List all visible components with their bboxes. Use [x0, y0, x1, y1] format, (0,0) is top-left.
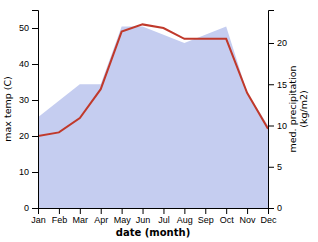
- tick-mark: [80, 208, 81, 214]
- x-axis-title: date (month): [116, 227, 190, 238]
- tick-label: Feb: [52, 215, 68, 225]
- tick-label: Aug: [177, 215, 193, 225]
- tick-mark: [163, 208, 164, 214]
- line: [38, 24, 268, 136]
- tick: 10: [19, 167, 38, 177]
- axis-line: [39, 209, 269, 215]
- y-axis-title: max temp (C): [2, 76, 13, 142]
- y2-axis: 0 5 10 15 20: [268, 11, 287, 214]
- tick-mark: [32, 208, 38, 209]
- tick-label: Dec: [260, 215, 277, 225]
- tick-label: Mar: [73, 215, 89, 225]
- tick-label: 20: [19, 131, 29, 141]
- tick: Dec: [260, 208, 277, 225]
- tick-label: 50: [19, 23, 29, 33]
- tick-label: 10: [277, 121, 287, 131]
- tick-label: 40: [19, 59, 29, 69]
- tick: 50: [19, 23, 38, 33]
- tick-mark: [247, 208, 248, 214]
- tick: 20: [19, 131, 38, 141]
- tick-mark: [122, 208, 123, 214]
- tick: Jul: [158, 208, 170, 225]
- axis-line: [269, 11, 275, 209]
- tick: Feb: [52, 208, 68, 225]
- y2-axis-title-line: (kg/m2): [298, 90, 309, 127]
- tick: 10: [268, 121, 287, 131]
- y2-axis-title-line: med. precipitation: [287, 65, 298, 152]
- tick-mark: [184, 208, 185, 214]
- tick: 0: [24, 203, 38, 213]
- tick: Sep: [198, 208, 214, 225]
- tick-label: 0: [24, 203, 29, 213]
- tick: Jun: [136, 208, 151, 225]
- tick-mark: [268, 43, 274, 44]
- tick-label: Jun: [136, 215, 151, 225]
- tick-label: 20: [277, 38, 287, 48]
- area: [38, 27, 268, 209]
- tick-mark: [32, 28, 38, 29]
- tick-label: Sep: [198, 215, 214, 225]
- tick-mark: [268, 167, 274, 168]
- tick: 20: [268, 38, 287, 48]
- tick-label: 10: [19, 167, 29, 177]
- tick: Jan: [31, 208, 46, 225]
- tick-mark: [268, 84, 274, 85]
- tick-label: May: [114, 215, 132, 225]
- y2-axis-title: med. precipitation(kg/m2): [287, 65, 309, 152]
- tick-label: 5: [277, 162, 282, 172]
- tick: Oct: [220, 208, 235, 225]
- tick-label: Jul: [158, 215, 170, 225]
- tick-mark: [268, 126, 274, 127]
- axis-line: [32, 11, 39, 209]
- tick-mark: [32, 64, 38, 65]
- tick: 30: [19, 95, 38, 105]
- tick: 40: [19, 59, 38, 69]
- tick: Aug: [177, 208, 193, 225]
- tick-mark: [32, 136, 38, 137]
- tick-mark: [32, 100, 38, 101]
- tick-label: Apr: [94, 215, 108, 225]
- tick-mark: [268, 208, 274, 209]
- tick-label: 30: [19, 95, 29, 105]
- chart: JanFebMarAprMayJunJulAugSepOctNovDec0102…: [0, 0, 318, 242]
- tick-label: 0: [277, 203, 282, 213]
- marks: [38, 24, 268, 208]
- tick-mark: [205, 208, 206, 214]
- plot: JanFebMarAprMayJunJulAugSepOctNovDec0102…: [2, 11, 309, 239]
- tick: Nov: [240, 208, 257, 225]
- y-axis: 0 10 20 30 40 50: [19, 11, 39, 214]
- tick-label: Nov: [240, 215, 257, 225]
- tick-mark: [59, 208, 60, 214]
- tick-label: Jan: [31, 215, 46, 225]
- tick-label: 15: [277, 80, 287, 90]
- tick: Mar: [73, 208, 89, 225]
- tick: 0: [268, 203, 282, 213]
- tick: 5: [268, 162, 282, 172]
- tick-mark: [32, 172, 38, 173]
- tick: Apr: [94, 208, 108, 225]
- tick: 15: [268, 80, 287, 90]
- x-axis: Jan Feb Mar Apr May Jun Jul Aug Sep Oct NovDec: [31, 208, 277, 225]
- tick-mark: [226, 208, 227, 214]
- tick: May: [114, 208, 132, 225]
- tick-label: Oct: [220, 215, 235, 225]
- tick-mark: [101, 208, 102, 214]
- tick-mark: [143, 208, 144, 214]
